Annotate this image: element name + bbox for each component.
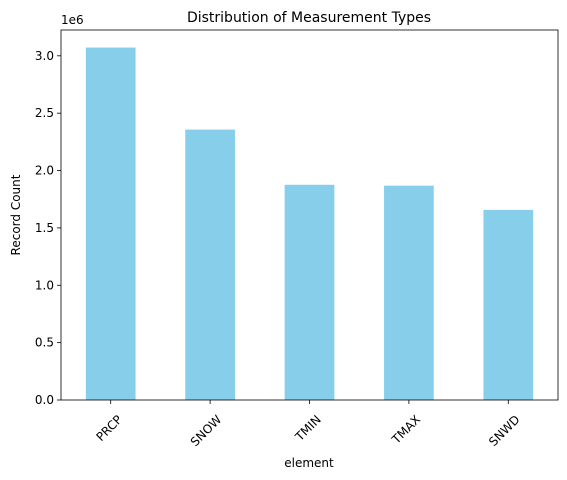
x-axis-label: element: [284, 456, 334, 470]
y-axis: 0.0 0.5 1.0 1.5 2.0 2.5 3.0: [35, 49, 61, 407]
x-tick-label: SNOW: [188, 412, 225, 449]
y-tick-label: 2.0: [35, 164, 54, 178]
x-tick-label: TMAX: [389, 412, 424, 447]
y-tick-label: 0.0: [35, 393, 54, 407]
y-tick-label: 0.5: [35, 336, 54, 350]
y-tick-label: 1.5: [35, 221, 54, 235]
x-axis: PRCP SNOW TMIN TMAX SNWD: [94, 400, 523, 449]
y-offset-label: 1e6: [61, 13, 84, 27]
chart-title: Distribution of Measurement Types: [187, 10, 431, 26]
y-tick-label: 3.0: [35, 49, 54, 63]
bar-prcp: [85, 47, 136, 400]
bar-tmax: [384, 185, 434, 400]
bar-snwd: [483, 209, 534, 400]
x-tick-label: SNWD: [486, 412, 523, 449]
bar-snow: [185, 129, 235, 400]
x-tick-label: TMIN: [292, 412, 324, 444]
y-axis-label: Record Count: [9, 174, 23, 255]
y-tick-label: 1.0: [35, 278, 54, 292]
bars-group: [85, 47, 534, 400]
y-tick-label: 2.5: [35, 106, 54, 120]
bar-tmin: [284, 184, 335, 400]
x-tick-label: PRCP: [94, 412, 126, 444]
